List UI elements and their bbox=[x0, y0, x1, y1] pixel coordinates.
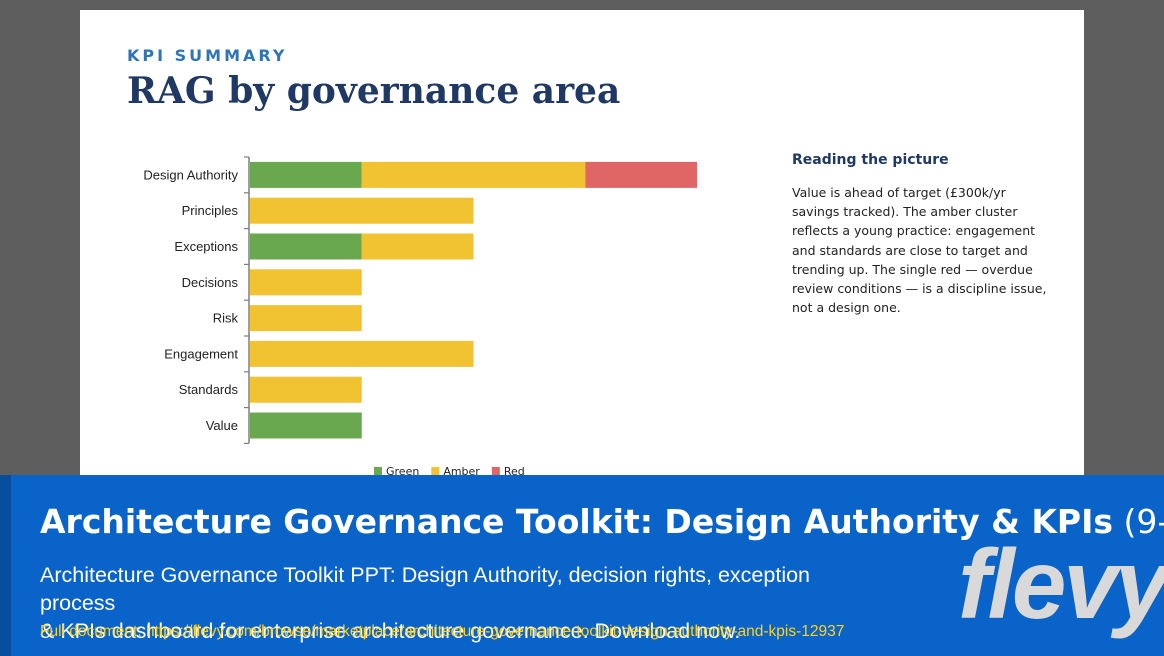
slide: KPI SUMMARY RAG by governance area Desig… bbox=[80, 10, 1084, 480]
reading-body: Value is ahead of target (£300k/yr savin… bbox=[792, 185, 1047, 316]
document-link[interactable]: Full document: https://flevy.com/browse/… bbox=[40, 623, 845, 640]
bar-amber bbox=[250, 376, 362, 403]
banner-title-suffix: (9-slide PPT) bbox=[1123, 502, 1164, 541]
legend-label-amber: Amber bbox=[443, 465, 480, 478]
legend-swatch-amber bbox=[431, 467, 440, 475]
category-label: Value bbox=[206, 418, 238, 433]
bar-green bbox=[250, 233, 362, 260]
bar-amber bbox=[361, 161, 586, 188]
promo-banner[interactable]: Architecture Governance Toolkit: Design … bbox=[0, 475, 1164, 656]
bar-amber bbox=[250, 197, 474, 224]
slide-eyebrow: KPI SUMMARY bbox=[127, 46, 288, 65]
bar-green bbox=[250, 412, 362, 439]
banner-title-main: Architecture Governance Toolkit: Design … bbox=[40, 502, 1114, 541]
bar-amber bbox=[361, 233, 474, 260]
category-label: Decisions bbox=[182, 275, 239, 290]
legend-swatch-green bbox=[374, 467, 382, 475]
bar-amber bbox=[250, 305, 362, 332]
category-label: Risk bbox=[213, 311, 239, 326]
bar-amber bbox=[250, 269, 362, 296]
bar-amber bbox=[250, 340, 474, 367]
category-label: Design Authority bbox=[143, 167, 238, 182]
rag-bar-chart: Design Authority Principles Exceptions Deci… bbox=[143, 156, 697, 478]
legend-label-green: Green bbox=[386, 465, 419, 478]
slide-title: RAG by governance area bbox=[127, 70, 621, 112]
banner-description-line-1: Architecture Governance Toolkit PPT: Des… bbox=[40, 563, 811, 615]
category-label: Engagement bbox=[164, 346, 238, 361]
banner-description-line-2: & KPIs dashboard for enterprise architec… bbox=[40, 619, 741, 643]
category-label: Standards bbox=[179, 382, 239, 397]
reading-heading: Reading the picture bbox=[792, 152, 949, 168]
legend-swatch-red bbox=[491, 467, 500, 475]
bar-green bbox=[250, 161, 362, 188]
banner-edge bbox=[0, 475, 11, 656]
category-label: Exceptions bbox=[174, 239, 238, 254]
bar-red bbox=[585, 161, 697, 188]
banner-title[interactable]: Architecture Governance Toolkit: Design … bbox=[40, 502, 1164, 541]
legend-label-red: Red bbox=[504, 465, 525, 478]
flevy-logo[interactable]: flevy bbox=[958, 529, 1164, 639]
category-label: Principles bbox=[182, 203, 239, 218]
banner-description: Architecture Governance Toolkit PPT: Des… bbox=[40, 561, 840, 645]
